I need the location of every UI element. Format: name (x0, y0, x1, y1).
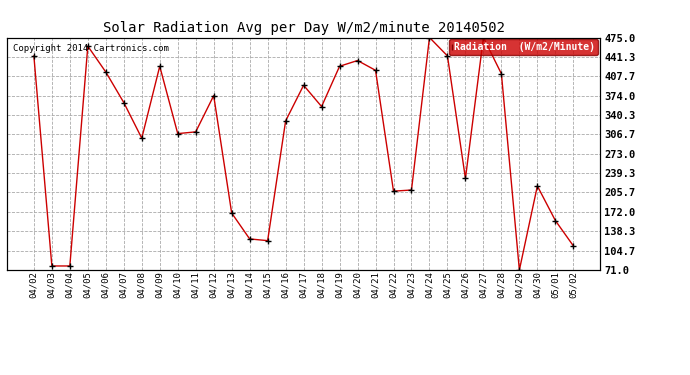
Title: Solar Radiation Avg per Day W/m2/minute 20140502: Solar Radiation Avg per Day W/m2/minute … (103, 21, 504, 35)
Text: Copyright 2014 Cartronics.com: Copyright 2014 Cartronics.com (13, 45, 169, 54)
Legend: Radiation  (W/m2/Minute): Radiation (W/m2/Minute) (448, 39, 598, 55)
